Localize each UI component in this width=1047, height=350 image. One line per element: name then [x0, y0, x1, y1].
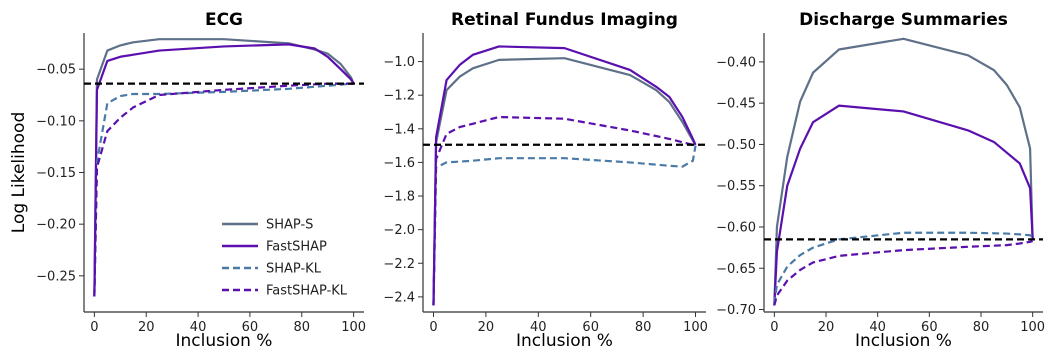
series-line-shap-s — [432, 57, 697, 306]
y-tick-label: −0.60 — [716, 220, 756, 235]
x-tick-label: 40 — [530, 320, 547, 335]
x-tick-label: 0 — [90, 320, 98, 335]
y-tick-label: −0.05 — [36, 63, 76, 78]
panel-title: ECG — [205, 10, 243, 30]
x-tick-label: 20 — [818, 320, 835, 335]
x-tick-label: 40 — [190, 320, 207, 335]
y-tick-label: −0.45 — [716, 97, 756, 112]
legend-label-shap-s: SHAP-S — [266, 218, 313, 233]
y-tick-label: −0.55 — [716, 179, 756, 194]
y-axis-label: Log Likelihood — [9, 112, 29, 233]
x-tick-label: 0 — [429, 320, 437, 335]
y-tick-label: −0.25 — [36, 269, 76, 284]
series-line-fastshap-kl — [93, 82, 354, 297]
series-line-shap-s — [773, 37, 1034, 306]
x-tick-label: 60 — [582, 320, 599, 335]
x-tick-label: 20 — [478, 320, 495, 335]
x-tick-label: 80 — [635, 320, 652, 335]
series-line-fastshap — [432, 45, 697, 306]
legend-label-shap-kl: SHAP-KL — [266, 262, 322, 277]
x-tick-label: 80 — [294, 320, 311, 335]
x-tick-label: 100 — [341, 320, 366, 335]
series-group — [773, 37, 1034, 306]
y-tick-label: −2.0 — [383, 223, 415, 238]
y-tick-label: −1.6 — [383, 156, 415, 171]
x-tick-label: 100 — [1020, 320, 1045, 335]
x-tick-label: 20 — [138, 320, 155, 335]
series-group — [432, 45, 697, 306]
y-tick-label: −0.70 — [716, 303, 756, 318]
y-tick-label: −0.65 — [716, 262, 756, 277]
x-tick-label: 0 — [770, 320, 778, 335]
y-tick-label: −0.15 — [36, 166, 76, 181]
x-axis-label: Inclusion % — [516, 331, 613, 350]
y-tick-label: −1.0 — [383, 55, 415, 70]
series-group — [93, 38, 355, 297]
x-axis-label: Inclusion % — [855, 331, 952, 350]
y-tick-label: −1.8 — [383, 190, 415, 205]
x-tick-label: 80 — [973, 320, 990, 335]
series-line-fastshap — [773, 104, 1034, 306]
y-tick-label: −0.50 — [716, 138, 756, 153]
y-tick-label: −1.4 — [383, 122, 415, 137]
retinal-fundus-panel: Retinal Fundus Imaging 0 20 40 60 80 100 −2.4 −2… — [383, 10, 708, 350]
series-line-fastshap — [93, 43, 355, 297]
y-tick-label: −0.20 — [36, 218, 76, 233]
legend-label-fastshap-kl: FastSHAP-KL — [266, 284, 348, 299]
x-tick-label: 60 — [242, 320, 259, 335]
y-tick-label: −1.2 — [383, 89, 415, 104]
y-tick-label: −0.10 — [36, 114, 76, 129]
series-line-shap-kl — [773, 231, 1034, 304]
panel-title: Retinal Fundus Imaging — [451, 10, 678, 30]
y-tick-label: −0.40 — [716, 55, 756, 70]
series-line-fastshap-kl — [432, 115, 696, 306]
y-tick-label: −2.2 — [383, 257, 415, 272]
series-line-shap-kl — [432, 145, 697, 306]
x-tick-label: 60 — [921, 320, 938, 335]
x-axis-label: Inclusion % — [176, 331, 273, 350]
x-tick-label: 40 — [869, 320, 886, 335]
y-tick-label: −2.4 — [383, 290, 415, 305]
x-tick-label: 100 — [683, 320, 708, 335]
legend: SHAP-S FastSHAP SHAP-KL FastSHAP-KL — [222, 218, 348, 299]
panel-title: Discharge Summaries — [799, 10, 1008, 30]
series-line-fastshap-kl — [773, 239, 1034, 306]
discharge-summaries-panel: Discharge Summaries 0 20 40 60 80 100 −0.70 −0.6… — [716, 10, 1045, 350]
series-line-shap-s — [93, 38, 355, 297]
ecg-panel: ECG 0 20 40 60 80 100 −0.25 −0.20 −0.15 −0.10 −0.05… — [9, 10, 366, 350]
legend-label-fastshap: FastSHAP — [266, 240, 327, 255]
